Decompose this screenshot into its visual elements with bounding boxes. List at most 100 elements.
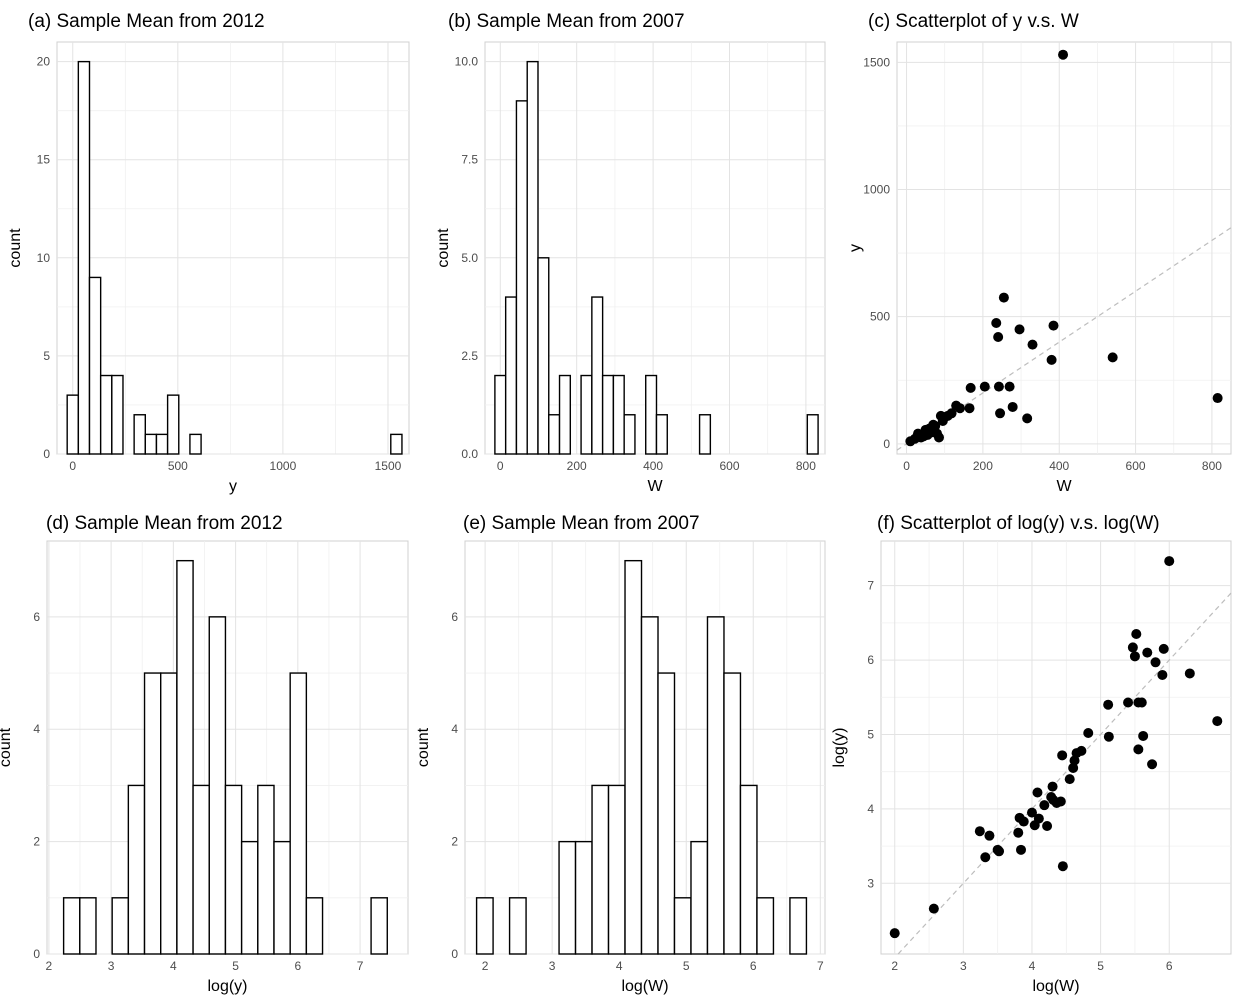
scatter-point — [1103, 731, 1114, 742]
scatter-point — [930, 421, 941, 432]
y-tick-label: 15 — [37, 153, 51, 167]
scatter-point — [1058, 49, 1069, 60]
scatter-point — [1157, 669, 1168, 680]
x-tick-label: 2 — [891, 959, 898, 973]
y-tick-label: 0 — [33, 947, 40, 961]
x-tick-label: 6 — [1166, 959, 1173, 973]
histogram-bar — [612, 374, 625, 455]
identity-reference-line — [897, 592, 1232, 955]
x-tick-label: 5 — [1097, 959, 1104, 973]
scatter-point — [1007, 401, 1018, 412]
x-tick-label: 1000 — [270, 459, 297, 473]
histogram-bar — [591, 296, 604, 455]
scatter-point — [1042, 821, 1053, 832]
x-tick-label: 1500 — [375, 459, 402, 473]
histogram-bar — [574, 840, 593, 955]
x-tick-label: 800 — [796, 459, 816, 473]
scatter-point — [1068, 762, 1079, 773]
y-tick-label: 10.0 — [455, 55, 479, 69]
histogram-bar — [580, 374, 593, 455]
scatter-point — [1129, 651, 1140, 662]
y-tick-label: 4 — [451, 722, 458, 736]
histogram-bar — [475, 897, 494, 955]
plot-area — [896, 41, 1232, 455]
histogram-bar — [537, 257, 550, 455]
histogram-bar — [273, 840, 291, 955]
y-tick-label: 6 — [451, 610, 458, 624]
scatter-point — [1033, 813, 1044, 824]
y-tick-label: 5 — [867, 727, 874, 741]
scatter-point — [991, 318, 1002, 329]
histogram-bar — [739, 784, 758, 955]
scatter-point — [993, 332, 1004, 343]
x-tick-label: 600 — [719, 459, 739, 473]
x-tick-label: 3 — [108, 959, 115, 973]
y-tick-label: 500 — [870, 310, 890, 324]
x-tick-label: 6 — [750, 959, 757, 973]
x-tick-label: 500 — [168, 459, 188, 473]
scatter-point — [1014, 324, 1025, 335]
scatter-point — [1164, 556, 1175, 567]
y-tick-label: 5 — [43, 349, 50, 363]
scatter-point — [1138, 730, 1149, 741]
y-axis-label: count — [7, 228, 24, 268]
x-tick-label: 4 — [1029, 959, 1036, 973]
x-axis-label: log(W) — [621, 978, 668, 995]
panel-title: (a) Sample Mean from 2012 — [28, 11, 265, 32]
y-tick-label: 4 — [867, 802, 874, 816]
histogram-bar — [698, 414, 712, 455]
y-tick-label: 20 — [37, 55, 51, 69]
scatter-point — [1184, 668, 1195, 679]
y-tick-label: 2 — [451, 835, 458, 849]
scatter-point — [1136, 697, 1147, 708]
histogram-bar — [504, 296, 518, 455]
scatter-point — [1131, 629, 1142, 640]
x-tick-label: 5 — [683, 959, 690, 973]
histogram-bar — [127, 784, 146, 955]
scatter-point — [1018, 816, 1029, 827]
scatter-point — [1057, 750, 1068, 761]
scatter-point — [998, 292, 1009, 303]
histogram-bar — [390, 433, 403, 455]
histogram-bar — [673, 897, 692, 955]
scatter-point — [965, 382, 976, 393]
histogram-bar — [690, 840, 709, 955]
histogram-bar — [558, 840, 577, 955]
x-tick-label: 200 — [567, 459, 587, 473]
histogram-bar — [706, 616, 725, 955]
histogram-bar — [208, 616, 227, 955]
histogram-bar — [601, 374, 615, 455]
histogram-bar — [144, 433, 158, 455]
histogram-bar — [645, 374, 658, 455]
x-tick-label: 4 — [170, 959, 177, 973]
histogram-bar — [99, 374, 113, 455]
histogram-bar — [494, 374, 507, 455]
x-tick-label: 3 — [549, 959, 556, 973]
histogram-bar — [77, 60, 91, 455]
scatter-point — [1026, 807, 1037, 818]
scatter-point — [1016, 844, 1026, 855]
scatter-point — [1057, 861, 1068, 872]
x-tick-label: 600 — [1126, 459, 1146, 473]
scatter-point — [1076, 745, 1087, 756]
scatter-point — [1046, 354, 1057, 365]
y-tick-label: 1000 — [863, 183, 890, 197]
scatter-point — [1212, 393, 1223, 404]
y-tick-label: 3 — [867, 876, 874, 890]
scatter-point — [993, 381, 1004, 392]
scatter-point — [1142, 647, 1153, 658]
y-tick-label: 0.0 — [461, 447, 478, 461]
panel-a-histogram-y: (a) Sample Mean from 2012 0 500 1000 1500 0 5… — [7, 11, 410, 495]
histogram-bar — [79, 897, 97, 955]
x-tick-label: 0 — [69, 459, 76, 473]
histogram-bar — [657, 672, 676, 955]
y-tick-label: 1500 — [863, 55, 890, 69]
histogram-bar — [640, 616, 659, 955]
histogram-bar — [558, 374, 572, 455]
histogram-bar — [155, 433, 169, 455]
x-axis-label: W — [647, 478, 663, 495]
x-tick-label: 0 — [497, 459, 504, 473]
y-tick-label: 5.0 — [461, 251, 478, 265]
histogram-bar — [723, 672, 742, 955]
scatter-point — [928, 903, 939, 914]
